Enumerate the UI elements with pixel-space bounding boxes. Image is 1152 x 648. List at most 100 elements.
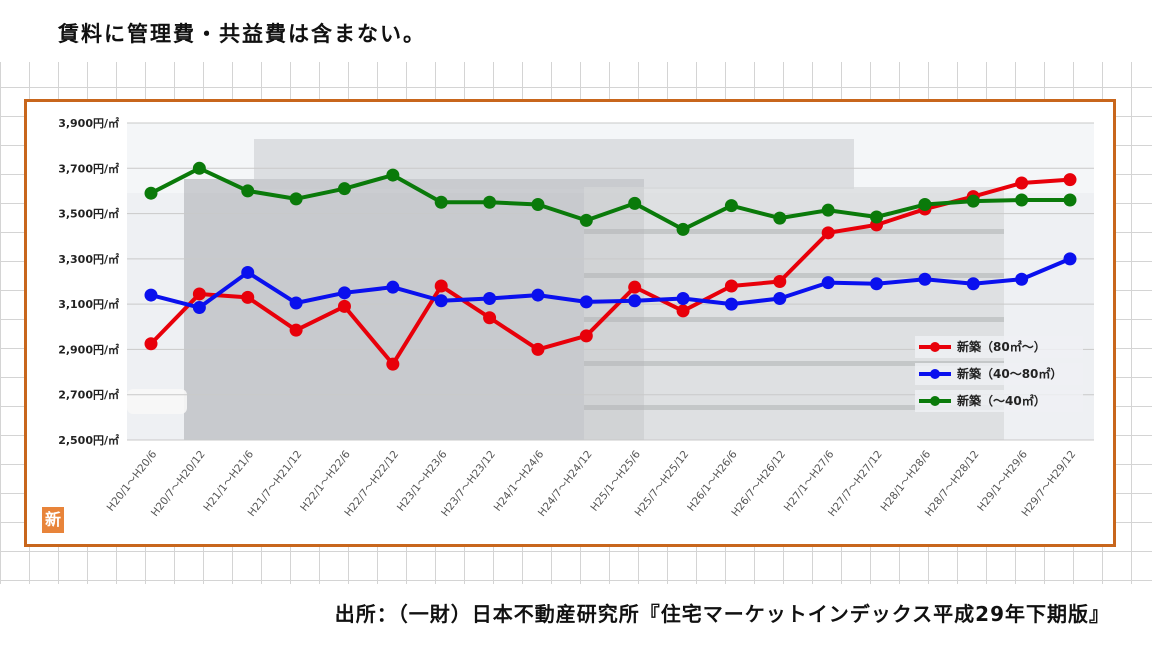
legend-swatch-marker bbox=[930, 396, 940, 406]
series-point-2 bbox=[1015, 193, 1029, 207]
x-tick-label: H22/1～H22/6 bbox=[298, 448, 353, 514]
series-point-1 bbox=[434, 294, 448, 308]
y-tick-label: 2,700円/㎡ bbox=[58, 388, 119, 402]
series-point-1 bbox=[289, 296, 303, 310]
series-point-2 bbox=[337, 182, 351, 196]
y-tick-label: 3,300円/㎡ bbox=[58, 252, 119, 266]
series-point-2 bbox=[434, 195, 448, 209]
footer-band bbox=[0, 584, 1152, 648]
series-point-2 bbox=[289, 192, 303, 206]
series-point-0 bbox=[724, 279, 738, 293]
x-tick-label: H20/1～H20/6 bbox=[105, 448, 160, 514]
x-tick-label: H23/1～H23/6 bbox=[395, 448, 450, 514]
logo-mark: 新 bbox=[42, 507, 64, 533]
series-point-2 bbox=[144, 186, 158, 200]
legend-swatch-marker bbox=[930, 369, 940, 379]
series-point-2 bbox=[870, 210, 884, 224]
x-tick-label: H29/7～H29/12 bbox=[1020, 448, 1079, 519]
series-point-2 bbox=[676, 222, 690, 236]
x-tick-label: H25/1～H25/6 bbox=[588, 448, 643, 514]
y-tick-label: 2,500円/㎡ bbox=[58, 433, 119, 447]
x-tick-label: H20/7～H20/12 bbox=[149, 448, 208, 519]
series-point-1 bbox=[531, 288, 545, 302]
building-floor-line bbox=[584, 317, 1004, 322]
series-point-2 bbox=[918, 198, 932, 212]
series-point-1 bbox=[579, 295, 593, 309]
series-point-2 bbox=[724, 199, 738, 213]
series-point-0 bbox=[579, 329, 593, 343]
series-point-2 bbox=[241, 184, 255, 198]
series-point-0 bbox=[483, 311, 497, 325]
series-point-0 bbox=[1015, 176, 1029, 190]
y-tick-label: 3,500円/㎡ bbox=[58, 207, 119, 221]
series-point-0 bbox=[821, 226, 835, 240]
series-line-2 bbox=[150, 166, 1070, 232]
x-tick-label: H21/7～H21/12 bbox=[246, 448, 305, 519]
series-point-2 bbox=[773, 211, 787, 225]
series-point-2 bbox=[821, 203, 835, 217]
series-point-1 bbox=[676, 291, 690, 305]
x-tick-label: H24/7～H24/12 bbox=[536, 448, 595, 519]
series-point-1 bbox=[628, 294, 642, 308]
x-tick-label: H27/7～H27/12 bbox=[826, 448, 885, 519]
series-point-0 bbox=[241, 290, 255, 304]
series-point-0 bbox=[386, 357, 400, 371]
series-point-0 bbox=[1063, 173, 1077, 187]
x-tick-label: H28/1～H28/6 bbox=[879, 448, 934, 514]
series-point-0 bbox=[289, 323, 303, 337]
series-point-2 bbox=[579, 213, 593, 227]
series-point-2 bbox=[628, 196, 642, 210]
x-tick-label: H25/7～H25/12 bbox=[633, 448, 692, 519]
series-point-1 bbox=[1063, 252, 1077, 266]
building-floor-line bbox=[584, 273, 1004, 278]
y-tick-label: 3,700円/㎡ bbox=[58, 161, 119, 175]
series-point-0 bbox=[773, 275, 787, 288]
rent-line-chart: 2,500円/㎡ 2,700円/㎡ 2,900円/㎡ 3,100円/㎡ 3,300円/㎡… bbox=[58, 116, 1094, 519]
rent-note: 賃料に管理費・共益費は含まない。 bbox=[58, 22, 426, 46]
x-tick-label: H26/1～H26/6 bbox=[685, 448, 740, 514]
series-point-2 bbox=[386, 168, 400, 182]
series-point-1 bbox=[192, 301, 206, 315]
x-tick-label: H26/7～H26/12 bbox=[729, 448, 788, 519]
series-point-2 bbox=[531, 198, 545, 212]
legend-bg bbox=[915, 336, 1083, 358]
series-point-1 bbox=[966, 277, 980, 291]
series-point-1 bbox=[773, 291, 787, 305]
series-point-1 bbox=[918, 272, 932, 286]
source-citation: 出所：（一財）日本不動産研究所『住宅マーケットインデックス平成29年下期版』 bbox=[334, 602, 1110, 626]
x-tick-label: H21/1～H21/6 bbox=[201, 448, 256, 514]
building-left-block bbox=[184, 179, 644, 440]
car-shape bbox=[127, 389, 187, 414]
series-point-2 bbox=[966, 194, 980, 208]
series-point-1 bbox=[386, 280, 400, 294]
series-point-2 bbox=[1063, 193, 1077, 207]
series-point-0 bbox=[434, 279, 448, 293]
legend-bg bbox=[915, 390, 1083, 412]
series-point-1 bbox=[337, 286, 351, 300]
series-point-1 bbox=[821, 276, 835, 290]
series-line-1 bbox=[150, 257, 1071, 310]
legend-swatch-marker bbox=[930, 342, 940, 352]
series-point-1 bbox=[483, 291, 497, 305]
header-band bbox=[0, 0, 1152, 62]
building-floor-line bbox=[584, 229, 1004, 234]
legend-label: 新築（～40㎡） bbox=[957, 393, 1046, 408]
series-point-0 bbox=[676, 304, 690, 318]
x-tick-label: H22/7～H22/12 bbox=[342, 448, 401, 519]
building-floor-line bbox=[584, 361, 1004, 366]
legend-bg bbox=[915, 363, 1083, 385]
series-point-0 bbox=[337, 299, 351, 313]
series-point-1 bbox=[1015, 272, 1029, 286]
series-point-1 bbox=[241, 265, 255, 279]
series-point-1 bbox=[724, 297, 738, 311]
series-point-0 bbox=[144, 337, 158, 351]
x-tick-label: H27/1～H27/6 bbox=[782, 448, 837, 514]
y-tick-label: 2,900円/㎡ bbox=[58, 342, 119, 356]
x-tick-label: H23/7～H23/12 bbox=[439, 448, 498, 519]
x-tick-label: H29/1～H29/6 bbox=[975, 448, 1030, 514]
series-point-0 bbox=[531, 342, 545, 356]
x-tick-label: H28/7～H28/12 bbox=[923, 448, 982, 519]
series-point-0 bbox=[628, 280, 642, 294]
y-tick-label: 3,900円/㎡ bbox=[58, 116, 119, 130]
series-point-1 bbox=[870, 277, 884, 291]
